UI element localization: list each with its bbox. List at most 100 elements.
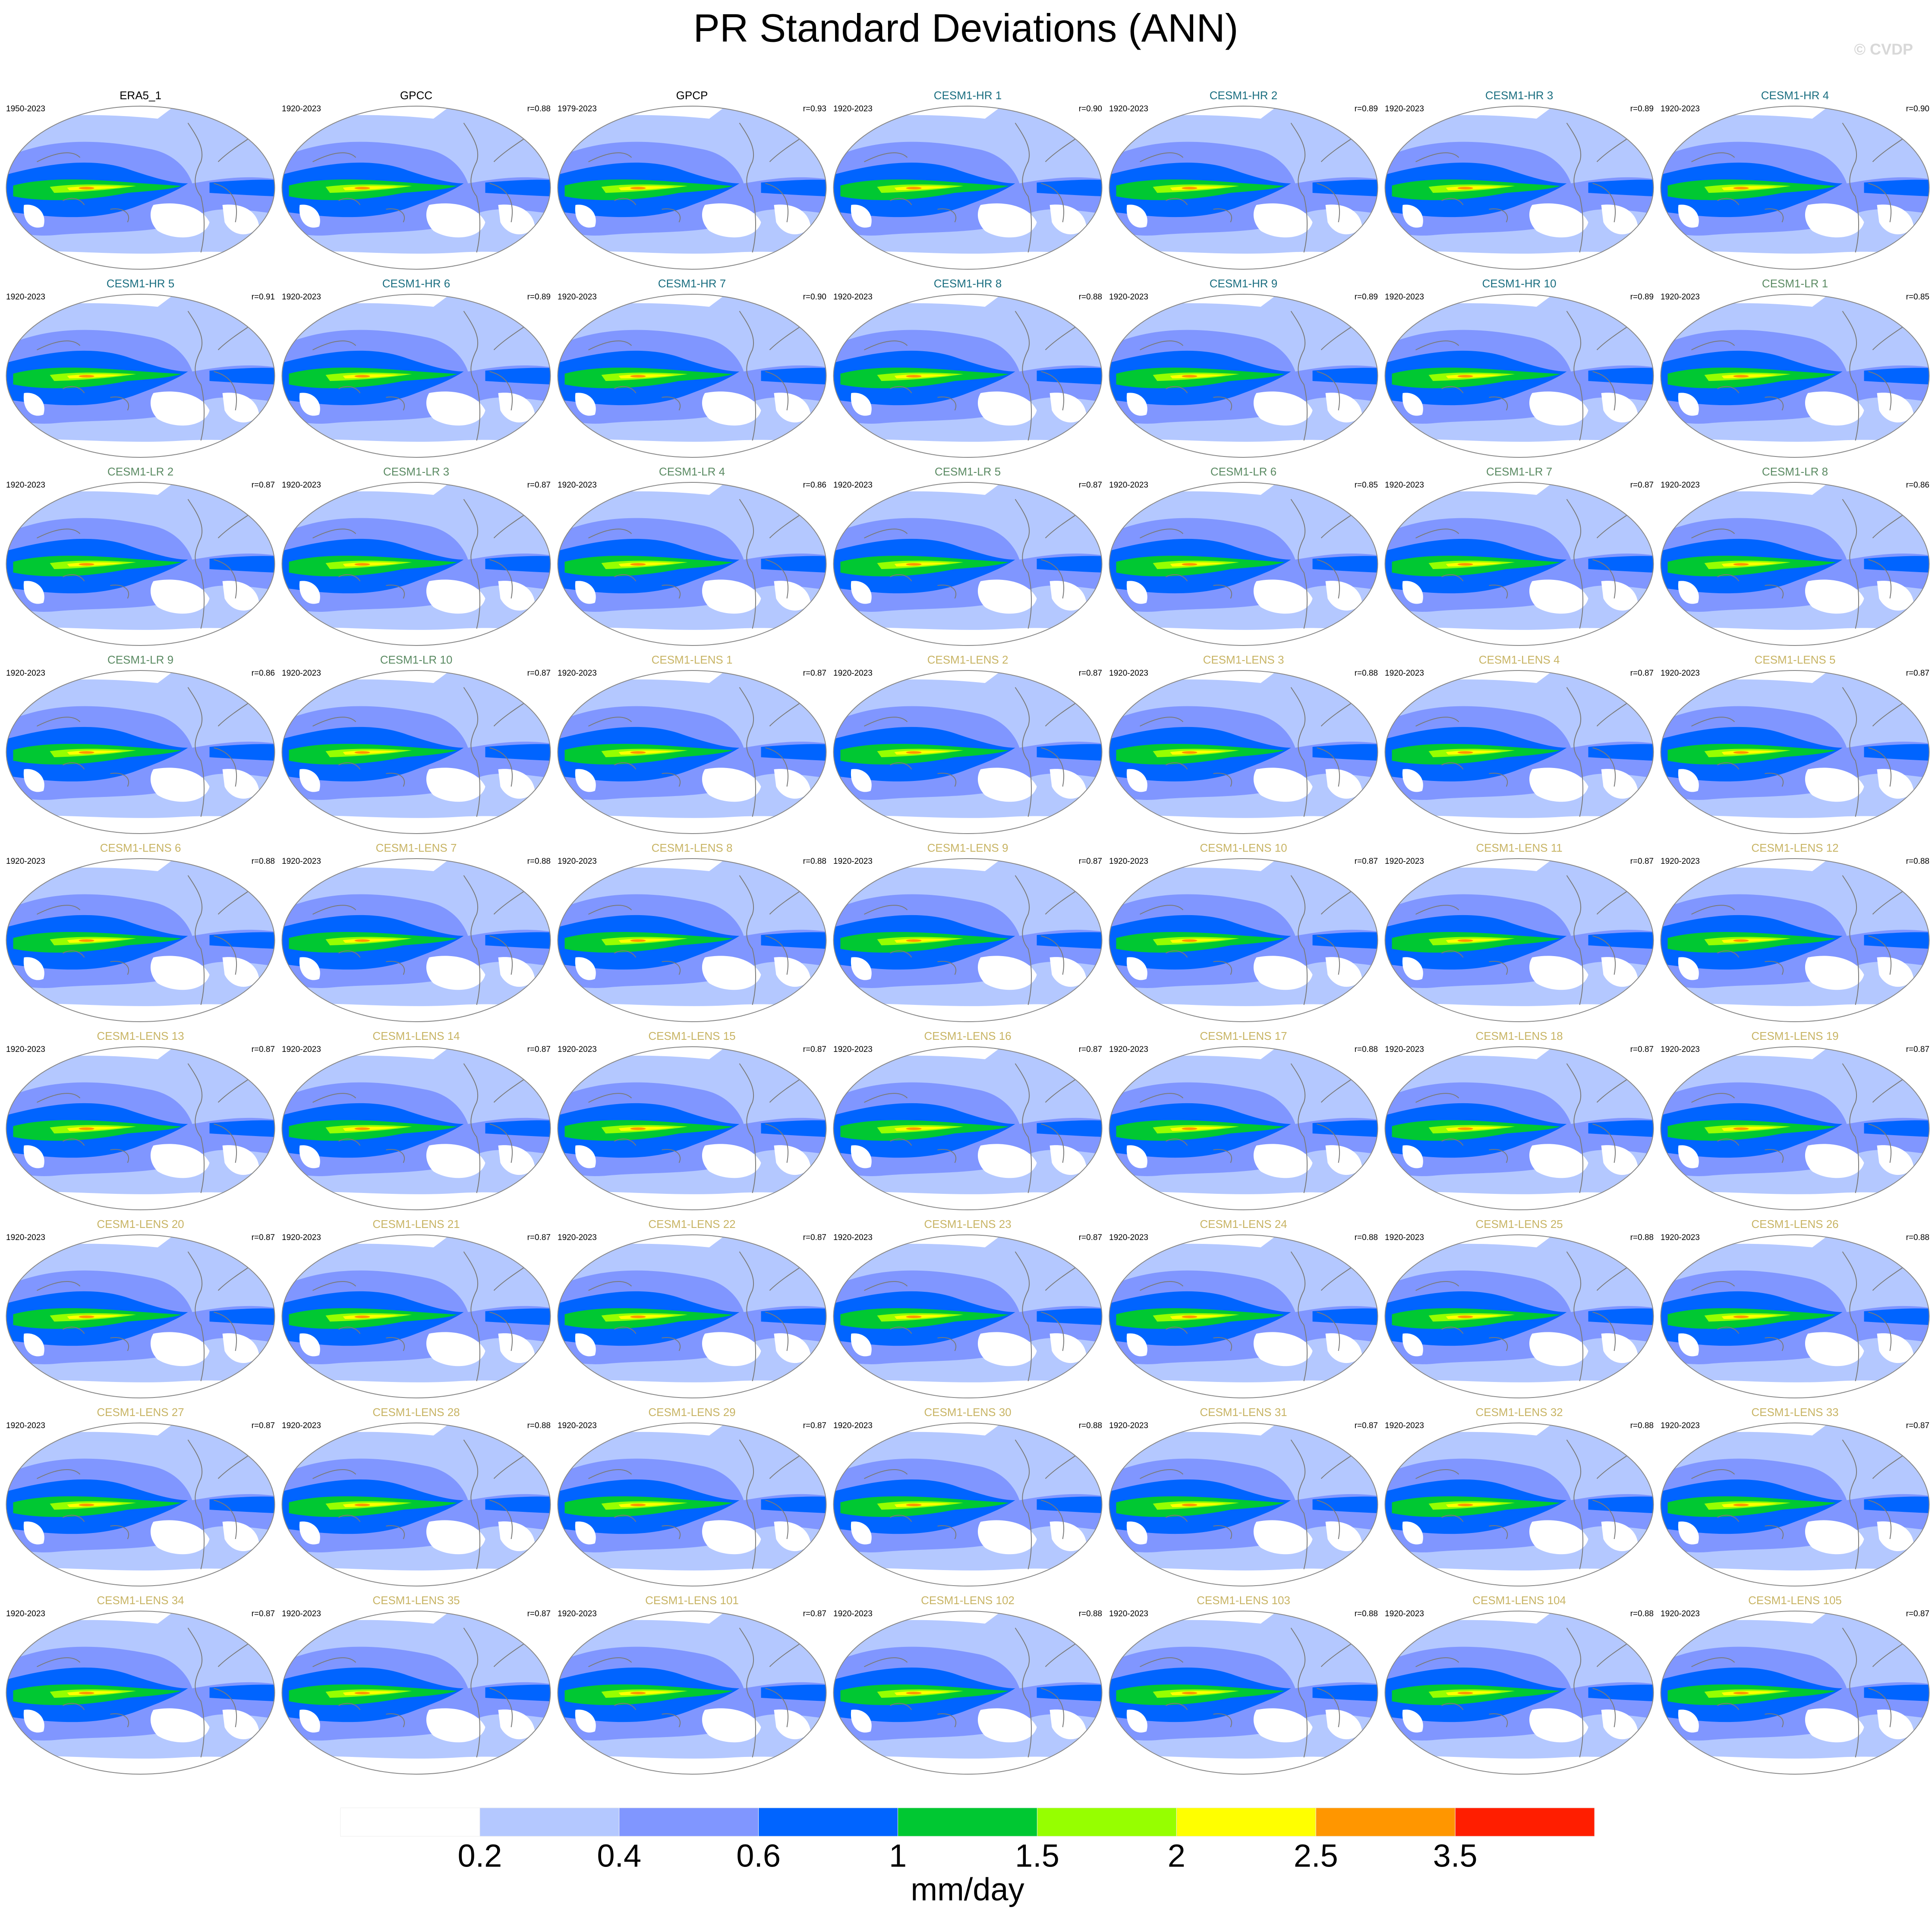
map bbox=[1385, 1611, 1654, 1775]
panel-title: CESM1-LENS 27 bbox=[97, 1406, 184, 1419]
figure-title: PR Standard Deviations (ANN) bbox=[693, 6, 1239, 50]
map bbox=[6, 1234, 275, 1398]
panel-correlation: r=0.88 bbox=[527, 1421, 551, 1430]
panel-correlation: r=0.87 bbox=[1630, 1045, 1654, 1054]
panel-correlation: r=0.87 bbox=[1906, 1421, 1929, 1430]
panel-title: CESM1-LR 2 bbox=[107, 465, 173, 478]
map bbox=[6, 858, 275, 1022]
map bbox=[833, 1234, 1103, 1398]
map bbox=[1385, 1046, 1654, 1210]
map-panel: CESM1-HR 4 1920-2023 r=0.90 bbox=[1661, 89, 1930, 270]
panel-correlation: r=0.90 bbox=[1906, 104, 1929, 113]
panel-title: CESM1-HR 1 bbox=[934, 89, 1002, 102]
panel-title: CESM1-LR 1 bbox=[1762, 277, 1828, 290]
map-panel: CESM1-HR 2 1920-2023 r=0.89 bbox=[1109, 89, 1378, 270]
map-panel: CESM1-HR 1 1920-2023 r=0.90 bbox=[833, 89, 1103, 270]
map-panel: CESM1-LENS 22 1920-2023 r=0.87 bbox=[558, 1218, 827, 1398]
panel-period: 1920-2023 bbox=[1109, 104, 1148, 113]
map bbox=[558, 1046, 827, 1210]
panel-title: CESM1-HR 3 bbox=[1485, 89, 1553, 102]
panel-title: CESM1-HR 7 bbox=[658, 277, 726, 290]
panel-title: CESM1-LENS 3 bbox=[1203, 653, 1284, 666]
panel-correlation: r=0.87 bbox=[527, 481, 551, 490]
map bbox=[282, 294, 551, 458]
map-panel: CESM1-LENS 105 1920-2023 r=0.87 bbox=[1661, 1594, 1930, 1775]
panel-period: 1920-2023 bbox=[282, 1421, 321, 1430]
map bbox=[282, 1423, 551, 1586]
panel-title: CESM1-LENS 12 bbox=[1751, 841, 1838, 854]
colorbar-box bbox=[758, 1807, 898, 1837]
panel-correlation: r=0.88 bbox=[1079, 1609, 1102, 1618]
map bbox=[282, 1611, 551, 1775]
panel-period: 1920-2023 bbox=[1385, 293, 1424, 302]
panel-title: CESM1-LENS 30 bbox=[924, 1406, 1011, 1419]
panel-title: CESM1-HR 2 bbox=[1210, 89, 1277, 102]
panel-period: 1920-2023 bbox=[833, 1233, 873, 1242]
panel-title: CESM1-LENS 26 bbox=[1751, 1218, 1838, 1231]
colorbar-box bbox=[1037, 1807, 1177, 1837]
panel-correlation: r=0.87 bbox=[1906, 1045, 1929, 1054]
panel-correlation: r=0.87 bbox=[803, 1609, 826, 1618]
panel-correlation: r=0.88 bbox=[1355, 1233, 1378, 1242]
map bbox=[1109, 1046, 1378, 1210]
panel-period: 1920-2023 bbox=[1385, 1045, 1424, 1054]
panel-period: 1920-2023 bbox=[6, 481, 45, 490]
panel-correlation: r=0.87 bbox=[252, 1233, 275, 1242]
map bbox=[1661, 106, 1930, 270]
map-panel: CESM1-LENS 9 1920-2023 r=0.87 bbox=[833, 841, 1103, 1022]
map bbox=[1385, 1423, 1654, 1586]
panel-title: CESM1-LR 10 bbox=[380, 653, 453, 666]
panel-period: 1920-2023 bbox=[558, 1609, 597, 1618]
map bbox=[1109, 482, 1378, 646]
map-panel: CESM1-LENS 15 1920-2023 r=0.87 bbox=[558, 1029, 827, 1210]
map-panel: CESM1-HR 10 1920-2023 r=0.89 bbox=[1385, 277, 1654, 458]
panel-correlation: r=0.87 bbox=[1079, 1045, 1102, 1054]
map-panel: CESM1-LENS 24 1920-2023 r=0.88 bbox=[1109, 1218, 1378, 1398]
panel-title: CESM1-LENS 32 bbox=[1475, 1406, 1563, 1419]
panel-period: 1920-2023 bbox=[282, 1609, 321, 1618]
colorbar-box bbox=[479, 1807, 620, 1837]
map bbox=[1109, 670, 1378, 834]
panel-title: CESM1-LENS 14 bbox=[372, 1029, 460, 1042]
panel-period: 1920-2023 bbox=[1109, 293, 1148, 302]
panel-period: 1920-2023 bbox=[1109, 1421, 1148, 1430]
panel-title: CESM1-LENS 21 bbox=[372, 1218, 460, 1231]
panel-period: 1920-2023 bbox=[6, 1045, 45, 1054]
panel-period: 1979-2023 bbox=[558, 104, 597, 113]
panel-period: 1920-2023 bbox=[1109, 857, 1148, 866]
panel-period: 1920-2023 bbox=[558, 669, 597, 678]
panel-period: 1920-2023 bbox=[1385, 1421, 1424, 1430]
panel-correlation: r=0.87 bbox=[252, 481, 275, 490]
map-panel: CESM1-LENS 16 1920-2023 r=0.87 bbox=[833, 1029, 1103, 1210]
panel-period: 1920-2023 bbox=[833, 104, 873, 113]
panel-correlation: r=0.90 bbox=[803, 293, 826, 302]
panel-correlation: r=0.91 bbox=[252, 293, 275, 302]
colorbar-tick-label: 0.6 bbox=[736, 1838, 781, 1874]
panel-correlation: r=0.85 bbox=[1355, 481, 1378, 490]
panel-period: 1920-2023 bbox=[833, 1609, 873, 1618]
panel-period: 1920-2023 bbox=[1109, 669, 1148, 678]
panel-period: 1920-2023 bbox=[282, 293, 321, 302]
panel-title: CESM1-LENS 103 bbox=[1197, 1594, 1290, 1607]
colorbar-box bbox=[898, 1807, 1037, 1837]
panel-period: 1920-2023 bbox=[1385, 104, 1424, 113]
map-panel: CESM1-LENS 20 1920-2023 r=0.87 bbox=[6, 1218, 275, 1398]
panel-title: CESM1-LR 4 bbox=[659, 465, 725, 478]
map-panel: CESM1-LENS 1 1920-2023 r=0.87 bbox=[558, 653, 827, 834]
panel-period: 1920-2023 bbox=[1385, 1233, 1424, 1242]
map bbox=[1661, 1611, 1930, 1775]
map bbox=[558, 482, 827, 646]
map-panel: CESM1-LENS 35 1920-2023 r=0.87 bbox=[282, 1594, 551, 1775]
panels: ERA5_1 1950-2023 GPCC 1920-2023 r=0.88 GPCP 19… bbox=[6, 89, 1930, 1775]
panel-period: 1920-2023 bbox=[1661, 1045, 1700, 1054]
map-panel: CESM1-LENS 3 1920-2023 r=0.88 bbox=[1109, 653, 1378, 834]
panel-period: 1920-2023 bbox=[833, 1421, 873, 1430]
map bbox=[558, 670, 827, 834]
panel-period: 1920-2023 bbox=[1661, 104, 1700, 113]
map-panel: ERA5_1 1950-2023 bbox=[6, 89, 275, 270]
panel-period: 1920-2023 bbox=[6, 669, 45, 678]
panel-title: CESM1-HR 4 bbox=[1761, 89, 1829, 102]
panel-correlation: r=0.87 bbox=[527, 1045, 551, 1054]
map bbox=[833, 294, 1103, 458]
